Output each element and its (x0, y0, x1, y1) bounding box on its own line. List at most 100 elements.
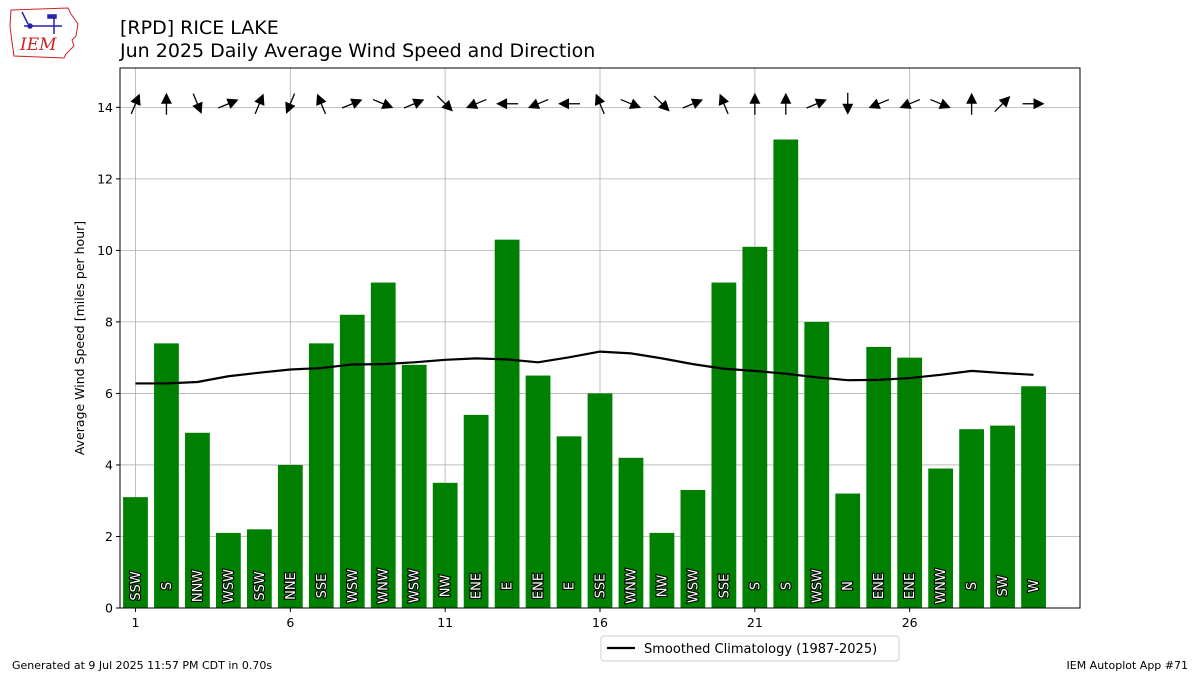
wind-speed-bar (463, 414, 489, 608)
wind-speed-bar (649, 532, 675, 608)
direction-label: E (563, 582, 578, 590)
app-id: IEM Autoplot App #71 (1066, 659, 1189, 672)
weather-station-icon (21, 11, 62, 34)
direction-label: WNW (377, 568, 392, 604)
wind-speed-bar (742, 246, 768, 608)
wind-arrow (1022, 98, 1045, 110)
direction-label: ENE (903, 573, 918, 599)
wind-arrow (403, 98, 425, 109)
x-tick-label: 16 (592, 615, 608, 630)
direction-label: ENE (872, 573, 887, 599)
direction-label: N (841, 581, 856, 591)
wind-arrow (868, 98, 890, 109)
legend-box (600, 635, 900, 662)
y-tick-label: 12 (97, 171, 113, 186)
wind-speed-bar (246, 529, 272, 608)
direction-label: S (779, 582, 794, 590)
direction-label: S (965, 582, 980, 590)
direction-label: ENE (470, 573, 485, 599)
wind-speed-bar (123, 497, 148, 608)
direction-label: WSW (222, 569, 237, 603)
wind-arrow (558, 98, 581, 110)
x-tick-label: 26 (902, 615, 918, 630)
direction-label: W (1027, 579, 1042, 592)
generated-timestamp: Generated at 9 Jul 2025 11:57 PM CDT in … (12, 659, 273, 672)
wind-speed-bar (556, 436, 582, 608)
wind-arrow (285, 93, 296, 114)
wind-speed-bar (680, 489, 706, 608)
bars (123, 139, 1046, 608)
wind-arrow (806, 98, 827, 109)
direction-labels: SSW S NNW WSW SSW NNE SSE WSW WNW WSW NW ENE E ENE E SS… (128, 567, 1043, 605)
wind-speed-bar (1021, 386, 1046, 608)
wind-arrow (465, 98, 487, 109)
wind-arrow (341, 98, 363, 109)
direction-label: SSE (315, 574, 330, 599)
wind-arrow (899, 98, 921, 109)
wind-arrow (316, 93, 327, 115)
legend: Smoothed Climatology (1987-2025) (600, 635, 900, 662)
x-tick-label: 1 (132, 615, 140, 630)
wind-arrow (842, 92, 854, 115)
wind-speed-bar (618, 457, 644, 608)
wind-arrow (192, 93, 203, 114)
y-tick-label: 2 (105, 529, 113, 544)
wind-speed-bar (804, 321, 830, 608)
wind-arrow (254, 93, 265, 115)
direction-label: NW (655, 575, 670, 598)
iem-logo: IEM (8, 6, 82, 64)
direction-label: SSE (594, 574, 609, 599)
wind-speed-bar (370, 282, 396, 608)
direction-label: NNE (284, 572, 299, 600)
wind-arrow (930, 98, 951, 109)
y-tick-label: 4 (105, 457, 113, 472)
wind-speed-bar (494, 239, 520, 608)
direction-label: NNW (191, 570, 206, 602)
wind-speed-bar (835, 493, 861, 608)
wind-arrow (966, 92, 978, 115)
logo-text: IEM (19, 35, 57, 55)
wind-arrow (217, 98, 239, 109)
wind-speed-bar (711, 282, 737, 608)
wind-arrow (653, 95, 670, 112)
direction-label: SSW (253, 571, 268, 601)
wind-arrow (372, 98, 394, 109)
y-axis-label: Average Wind Speed [miles per hour] (72, 221, 87, 455)
direction-label: WSW (810, 569, 825, 603)
wind-speed-bar (185, 432, 210, 608)
direction-label: WNW (934, 568, 949, 604)
wind-speed-bar (897, 357, 923, 608)
climatology-line-group (135, 350, 1034, 385)
wind-speed-bar (216, 532, 241, 608)
wind-speed-bar (277, 464, 303, 608)
wind-speed-bar (525, 375, 551, 608)
wind-speed-bar (432, 482, 458, 608)
y-tick-label: 6 (105, 386, 113, 401)
direction-label: WSW (346, 569, 361, 603)
wind-arrow (780, 92, 792, 115)
wind-speed-bar (959, 429, 984, 608)
y-tick-label: 10 (97, 243, 113, 258)
wind-speed-bar (990, 425, 1015, 608)
wind-speed-bar (154, 343, 179, 608)
wind-arrow (749, 92, 761, 115)
wind-speed-bar (339, 314, 365, 608)
wind-speed-bar (866, 346, 892, 608)
direction-label: WSW (686, 569, 701, 603)
direction-label: SSE (717, 574, 732, 599)
direction-label: SW (996, 575, 1011, 596)
y-tick-label: 0 (105, 601, 113, 616)
direction-label: NW (439, 575, 454, 598)
x-tick-label: 6 (286, 615, 294, 630)
wind-speed-bar (401, 364, 427, 608)
direction-label: E (501, 582, 516, 590)
direction-label: WSW (408, 569, 423, 603)
wind-speed-bar (587, 393, 613, 608)
wind-speed-bar (308, 343, 334, 608)
wind-arrow (527, 98, 549, 109)
y-tick-label: 14 (97, 100, 113, 115)
wind-arrows (130, 92, 1045, 115)
chart-title-station: [RPD] RICE LAKE (120, 17, 279, 39)
